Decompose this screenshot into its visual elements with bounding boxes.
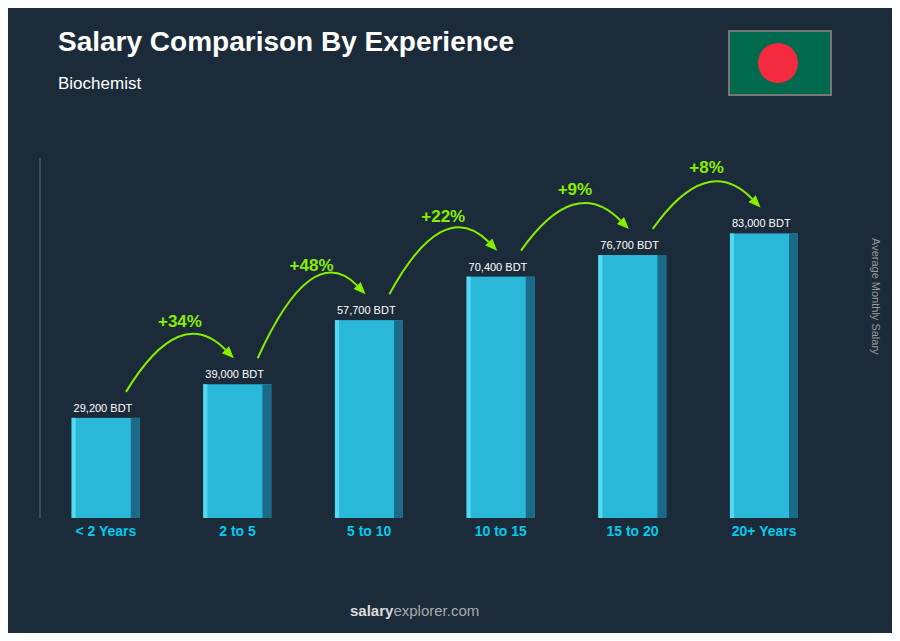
html-text:Biochemist: Biochemist — [58, 74, 142, 93]
html-text:Salary Comparison By Experienc: Salary Comparison By Experience — [58, 26, 514, 57]
html-text:Average Monthly Salary: Average Monthly Salary — [870, 238, 882, 355]
svg-text:+22%: +22% — [421, 207, 465, 226]
html-text:salary explorer.com: salary explorer.com — [350, 602, 480, 619]
svg-text:70,400 BDT: 70,400 BDT — [469, 261, 528, 273]
svg-text:2 to 5: 2 to 5 — [219, 523, 256, 539]
svg-text:+9%: +9% — [558, 180, 593, 199]
svg-text:+34%: +34% — [158, 312, 202, 331]
svg-text:76,700 BDT: 76,700 BDT — [600, 239, 659, 251]
svg-text:57,700 BDT: 57,700 BDT — [337, 304, 396, 316]
svg-text:+48%: +48% — [290, 256, 334, 275]
svg-text:15 to 20: 15 to 20 — [606, 523, 658, 539]
svg-text:39,000 BDT: 39,000 BDT — [205, 368, 264, 380]
svg-text:20+ Years: 20+ Years — [732, 523, 797, 539]
svg-text:5 to 10: 5 to 10 — [347, 523, 392, 539]
svg-text:29,200 BDT: 29,200 BDT — [74, 402, 133, 414]
svg-text:10 to 15: 10 to 15 — [475, 523, 527, 539]
svg-text:83,000 BDT: 83,000 BDT — [732, 217, 791, 229]
svg-text:< 2 Years: < 2 Years — [75, 523, 136, 539]
svg-text:+8%: +8% — [689, 158, 724, 177]
